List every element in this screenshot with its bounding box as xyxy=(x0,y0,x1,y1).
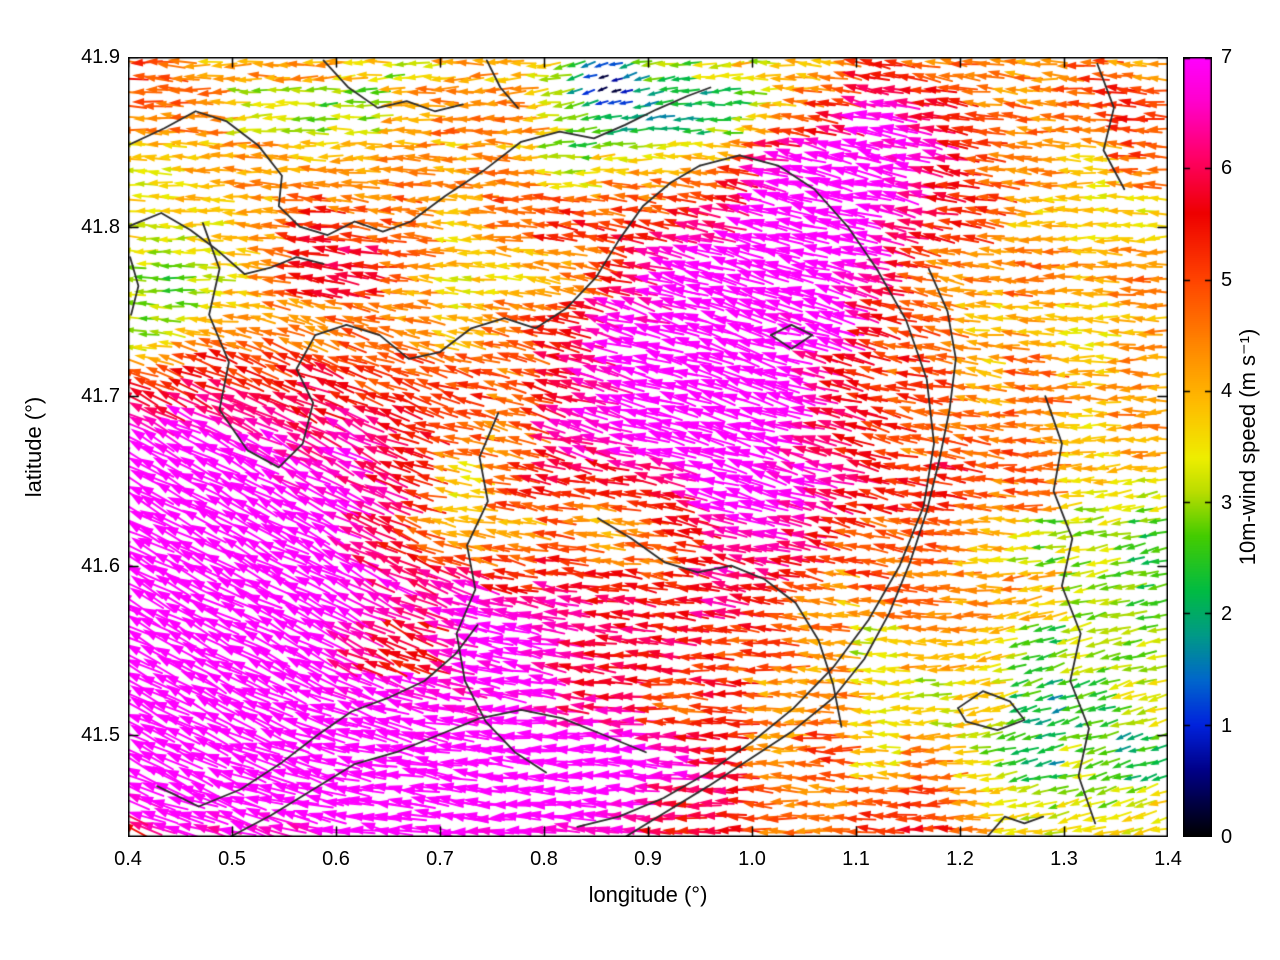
x-tick-label: 1.3 xyxy=(1050,848,1078,870)
x-tick-label: 1.0 xyxy=(738,848,766,870)
colorbar-tick-label: 4 xyxy=(1221,380,1233,403)
quiver-plot-canvas xyxy=(128,57,1168,837)
colorbar-tick-label: 1 xyxy=(1221,714,1233,737)
y-axis-label: latitude (°) xyxy=(21,396,46,498)
x-tick-label: 0.6 xyxy=(322,848,350,870)
colorbar-tick-label: 2 xyxy=(1221,603,1233,626)
colorbar-tick-label: 5 xyxy=(1221,268,1233,291)
x-tick-label: 0.9 xyxy=(634,848,662,870)
colorbar-gradient xyxy=(1183,57,1212,837)
x-axis-label: longitude (°) xyxy=(588,882,708,907)
x-tick-label: 0.8 xyxy=(530,848,558,870)
x-tick-label: 1.1 xyxy=(842,848,870,870)
x-tick-label: 1.2 xyxy=(946,848,974,870)
colorbar-tick-label: 7 xyxy=(1221,46,1233,68)
y-tick-label: 41.5 xyxy=(81,724,120,747)
y-tick-label: 41.9 xyxy=(81,46,120,68)
x-tick-label: 1.4 xyxy=(1154,848,1182,870)
colorbar-tick-label: 6 xyxy=(1221,157,1233,180)
x-tick-label: 0.5 xyxy=(218,848,246,870)
y-tick-label: 41.7 xyxy=(81,385,120,408)
y-tick-label: 41.6 xyxy=(81,554,120,577)
x-tick-label: 0.7 xyxy=(426,848,454,870)
colorbar-tick-label: 3 xyxy=(1221,491,1233,514)
y-tick-label: 41.8 xyxy=(81,215,120,238)
colorbar-tick-label: 0 xyxy=(1221,826,1233,848)
x-tick-label: 0.4 xyxy=(114,848,142,870)
